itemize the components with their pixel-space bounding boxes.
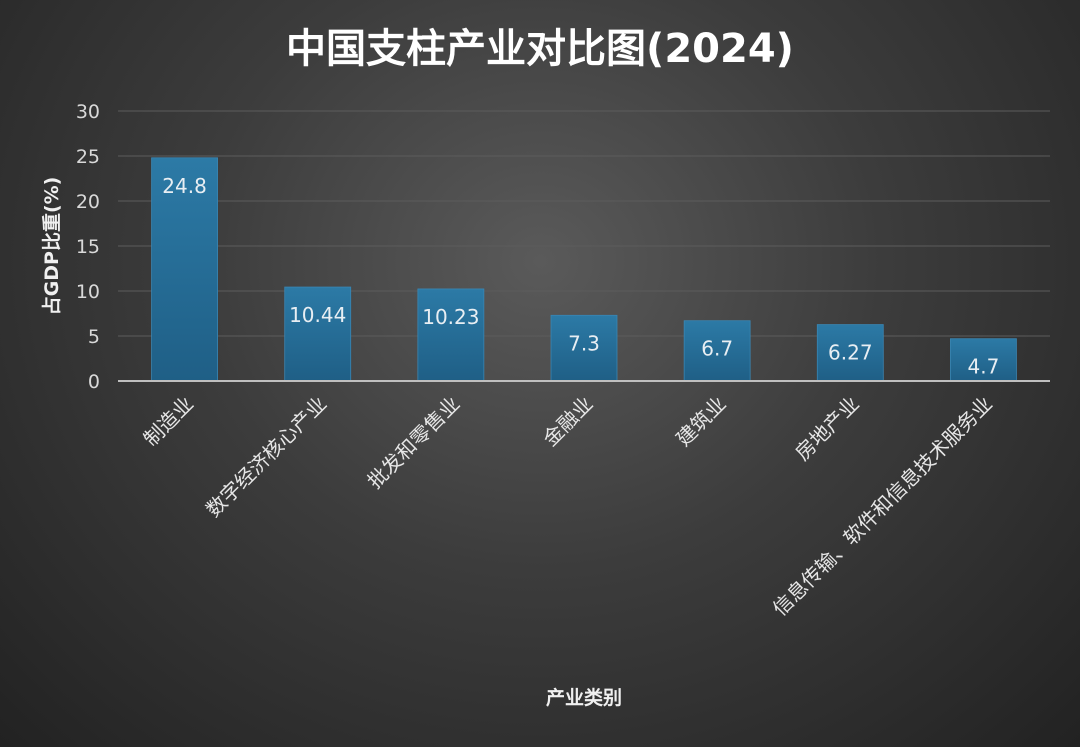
bar-3: [550, 314, 618, 382]
value-label-0: 24.8: [162, 174, 207, 198]
value-label-4: 6.7: [701, 337, 733, 361]
y-tick-label: 5: [88, 326, 100, 348]
y-tick-label: 20: [76, 191, 100, 213]
category-label-0: 制造业: [139, 392, 198, 451]
chart-title: 中国支柱产业对比图(2024): [286, 26, 794, 72]
value-labels: 24.8 10.44 10.23 7.3 6.7 6.27 4.7: [162, 174, 999, 379]
bars: [151, 157, 1017, 382]
bar-4: [683, 320, 751, 382]
value-label-6: 4.7: [968, 355, 1000, 379]
value-label-1: 10.44: [289, 303, 346, 327]
value-label-3: 7.3: [568, 331, 600, 355]
bar-1: [284, 286, 352, 382]
y-tick-label: 10: [76, 281, 100, 303]
x-axis-categories: 制造业 数字经济核心产业 批发和零售业 金融业 建筑业 房地产业信息传输、软件和信息技术服…: [139, 392, 997, 621]
y-axis-title: 占GDP比重(%): [40, 177, 63, 316]
gridlines: [118, 110, 1050, 337]
category-label-1: 数字经济核心产业: [201, 392, 331, 522]
category-label-2: 批发和零售业: [363, 392, 465, 494]
bar-2: [417, 288, 485, 382]
value-label-5: 6.27: [828, 341, 873, 365]
y-tick-label: 15: [76, 236, 100, 258]
y-tick-label: 0: [88, 371, 100, 393]
category-label-5: 房地产业: [790, 392, 864, 466]
y-tick-label: 25: [76, 146, 100, 168]
y-axis-ticks: 0 5 10 15 20 25 30: [76, 101, 100, 393]
y-tick-label: 30: [76, 101, 100, 123]
category-label-3: 金融业: [538, 392, 597, 451]
category-label-4: 建筑业: [671, 392, 730, 451]
bar-5: [816, 324, 884, 382]
value-label-2: 10.23: [422, 305, 479, 329]
x-axis-title: 产业类别: [546, 686, 622, 709]
bar-6: [950, 338, 1017, 382]
category-label-6: 信息传输、软件和信息技术服务业: [768, 392, 997, 621]
